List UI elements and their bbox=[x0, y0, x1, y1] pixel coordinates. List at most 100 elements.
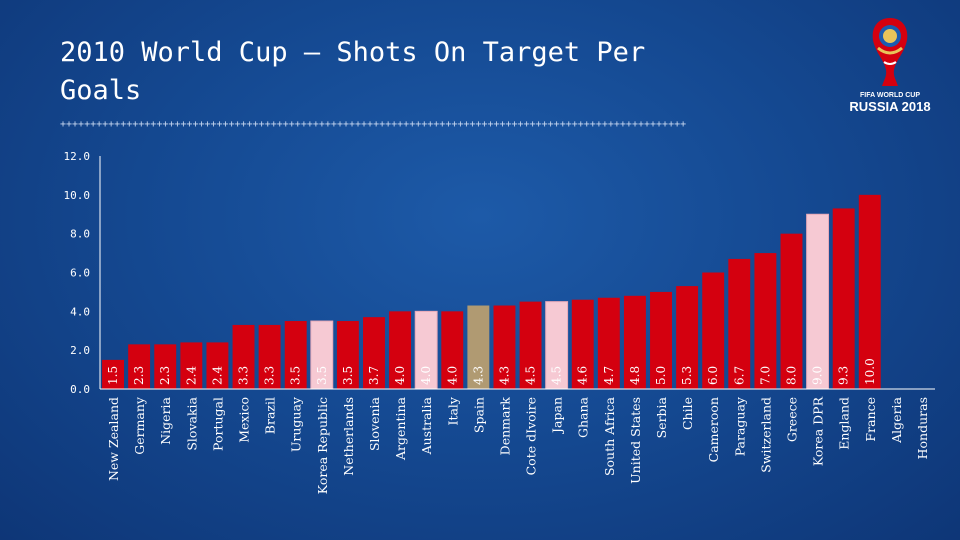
bar bbox=[102, 359, 125, 389]
y-axis: 0.0 2.0 4.0 6.0 8.0 10.0 12.0 bbox=[64, 150, 101, 396]
bar bbox=[154, 344, 177, 389]
bar-value-label: 8.0 bbox=[784, 366, 798, 385]
y-tick-label: 4.0 bbox=[70, 305, 90, 318]
x-tick-label: Honduras bbox=[915, 397, 930, 459]
bar bbox=[571, 299, 594, 389]
bar-value-label: 3.7 bbox=[367, 366, 381, 385]
logo-line1: FIFA WORLD CUP bbox=[860, 92, 920, 99]
slide-title: 2010 World Cup – Shots On Target Per Goa… bbox=[60, 37, 646, 106]
x-tick-label: Spain bbox=[471, 397, 486, 433]
bar bbox=[702, 272, 725, 389]
x-tick-label: Argentina bbox=[393, 396, 408, 461]
bar bbox=[754, 253, 777, 389]
fifa-world-cup-logo: FIFA WORLD CUP RUSSIA 2018 bbox=[849, 18, 931, 114]
bar bbox=[519, 301, 542, 389]
x-tick-label: Serbia bbox=[654, 396, 669, 438]
bar-value-label: 4.8 bbox=[628, 366, 642, 385]
bar bbox=[806, 213, 830, 390]
bar-value-label: 6.0 bbox=[706, 366, 720, 385]
bar bbox=[858, 194, 881, 389]
x-tick-label: France bbox=[863, 397, 878, 442]
bar bbox=[284, 321, 307, 389]
bar-value-label: 4.0 bbox=[419, 366, 433, 385]
bar bbox=[128, 344, 151, 389]
bar-value-label: 10.0 bbox=[863, 358, 877, 385]
bar-value-label: 4.6 bbox=[576, 366, 590, 385]
bar-value-label: 3.5 bbox=[315, 366, 329, 385]
bar bbox=[336, 321, 359, 389]
bar bbox=[728, 258, 751, 389]
bar-value-label: 5.3 bbox=[680, 366, 694, 385]
bar bbox=[832, 208, 855, 389]
bar-value-label: 4.7 bbox=[602, 366, 616, 385]
x-tick-label: New Zealand bbox=[106, 397, 121, 481]
x-tick-label: Japan bbox=[550, 397, 565, 435]
bar-value-label: 9.3 bbox=[837, 366, 851, 385]
bar bbox=[493, 305, 516, 389]
bar-value-label: 4.5 bbox=[550, 366, 564, 385]
x-tick-label: Brazil bbox=[263, 397, 278, 434]
title-divider: ++++++++++++++++++++++++++++++++++++++++… bbox=[60, 119, 687, 130]
bar bbox=[180, 342, 203, 389]
x-tick-label: Cameroon bbox=[706, 397, 721, 462]
bar-value-label: 1.5 bbox=[106, 366, 120, 385]
bar-value-label: 4.0 bbox=[445, 366, 459, 385]
x-axis: New Zealand Germany Nigeria Slovakia Portuga… bbox=[100, 388, 935, 494]
bar-value-label: 9.0 bbox=[811, 366, 825, 385]
x-tick-label: Korea Republic bbox=[315, 397, 330, 494]
bar-value-label: 3.5 bbox=[341, 366, 355, 385]
bar-value-label: 3.3 bbox=[237, 366, 251, 385]
bar bbox=[258, 324, 281, 389]
bar-value-label: 3.5 bbox=[289, 366, 303, 385]
x-tick-label: Switzerland bbox=[758, 397, 773, 473]
bar-value-label: 4.0 bbox=[393, 366, 407, 385]
x-tick-label: South Africa bbox=[602, 396, 617, 476]
world-cup-trophy-icon bbox=[872, 18, 908, 86]
bar bbox=[441, 311, 464, 389]
x-tick-label: Slovenia bbox=[367, 396, 382, 451]
x-tick-label: Ghana bbox=[576, 396, 591, 438]
bar-value-label: 2.3 bbox=[132, 366, 146, 385]
x-tick-label: Nigeria bbox=[158, 396, 173, 444]
bar bbox=[232, 324, 255, 389]
y-tick-label: 2.0 bbox=[70, 344, 90, 357]
bar bbox=[676, 286, 699, 389]
bar bbox=[623, 295, 646, 389]
bar bbox=[650, 291, 672, 389]
x-tick-label: Cote dIvoire bbox=[524, 397, 539, 475]
x-tick-label: Mexico bbox=[237, 397, 252, 443]
y-tick-label: 0.0 bbox=[70, 383, 90, 396]
x-tick-label: Chile bbox=[680, 397, 695, 430]
bar bbox=[363, 317, 385, 389]
bars-group: 1.5 2.3 2.3 2.4 2.4 3.3 3.3 3.5 3.5 3.5 3.7 4.0 4.0 4… bbox=[102, 194, 881, 390]
bar-value-label: 2.4 bbox=[184, 366, 198, 385]
x-tick-label: Australia bbox=[419, 396, 434, 455]
x-tick-label: Netherlands bbox=[341, 397, 356, 476]
bar bbox=[206, 342, 229, 389]
x-tick-label: England bbox=[837, 397, 852, 450]
bar bbox=[467, 305, 490, 389]
bar bbox=[389, 311, 412, 389]
x-tick-label: United States bbox=[628, 397, 643, 484]
logo-line2: RUSSIA 2018 bbox=[849, 99, 930, 114]
bar-value-label: 2.3 bbox=[158, 366, 172, 385]
bar-value-label: 6.7 bbox=[732, 366, 746, 385]
x-tick-label: Uruguay bbox=[289, 396, 304, 452]
x-tick-label: Paraguay bbox=[732, 396, 747, 456]
x-tick-label: Greece bbox=[784, 397, 799, 442]
x-tick-label: Korea DPR bbox=[811, 396, 826, 466]
bar-value-label: 2.4 bbox=[210, 366, 224, 385]
bar bbox=[597, 297, 620, 389]
bar bbox=[780, 233, 803, 389]
bar-value-label: 4.3 bbox=[471, 366, 485, 385]
x-tick-label: Portugal bbox=[210, 397, 225, 451]
y-tick-label: 12.0 bbox=[64, 150, 91, 163]
x-tick-label: Germany bbox=[132, 396, 147, 455]
x-tick-label: Denmark bbox=[497, 397, 512, 456]
bar-value-label: 3.3 bbox=[263, 366, 277, 385]
bar-value-label: 4.3 bbox=[497, 366, 511, 385]
x-tick-label: Slovakia bbox=[184, 396, 199, 450]
bar-value-label: 5.0 bbox=[654, 366, 668, 385]
bar-value-label: 7.0 bbox=[758, 366, 772, 385]
